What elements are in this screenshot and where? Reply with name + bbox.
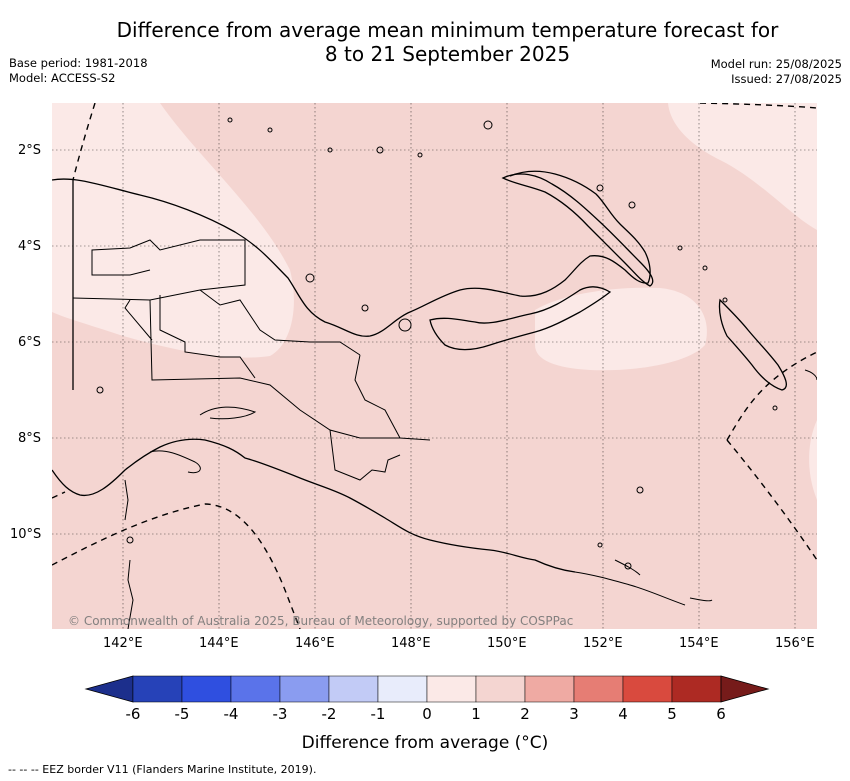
colorbar-segment [475,675,526,703]
colorbar-tick-label: 4 [618,705,628,723]
colorbar-tick-label: 0 [422,705,432,723]
map-plot-area [52,103,817,629]
anomaly-region-0-1-central [535,287,707,371]
colorbar-segment [573,675,624,703]
eez-border-northeast [699,103,817,109]
lon-label-150e: 150°E [487,636,527,651]
lon-label-144e: 144°E [199,636,239,651]
colorbar-tick-label: -2 [321,705,337,723]
title-line-2: 8 to 21 September 2025 [324,42,571,66]
issued-date: Issued: 27/08/2025 [731,72,842,86]
colorbar-tick-label: -6 [125,705,141,723]
colorbar-segment [279,675,330,703]
lat-label-6s: 6°S [18,335,42,350]
meta-left: Base period: 1981-2018 Model: ACCESS-S2 [9,56,148,86]
colorbar-tick-label: 2 [520,705,530,723]
colorbar-segment [426,675,477,703]
eez-borders [52,103,817,629]
graticule [52,103,817,629]
torres-strait-coast [124,479,134,629]
new-guinea-north-coast [52,170,651,337]
colorbar-tick-label: 1 [471,705,481,723]
colorbar-title: Difference from average (°C) [301,733,549,753]
anomaly-region-0-1-east [809,420,817,500]
eez-border-west [52,491,66,499]
eez-border-southwest [52,503,301,629]
anomaly-region-0-1-northeast [668,103,817,230]
eez-border-southeast [726,439,817,561]
base-period: Base period: 1981-2018 [9,56,148,70]
meta-right: Model run: 25/08/2025 Issued: 27/08/2025 [711,57,842,87]
new-guinea-south-coast [52,438,576,573]
copyright-notice: © Commonwealth of Australia 2025, Bureau… [68,614,574,628]
eez-border-north [72,103,96,181]
new-ireland-coast [501,173,654,287]
lat-label-8s: 8°S [18,431,42,446]
model-run: Model run: 25/08/2025 [710,57,842,71]
colorbar-tick-label: -5 [174,705,190,723]
lon-label-154e: 154°E [679,636,719,651]
lon-label-146e: 146°E [295,636,335,651]
colorbar-tick-label: 5 [667,705,677,723]
fly-delta-islands [149,406,257,474]
colorbar-extend-low [84,675,134,703]
png-eastern-coast [429,286,612,351]
new-britain-coast [718,298,788,391]
colorbar-tick-label: -3 [272,705,288,723]
lat-label-10s: 10°S [10,527,42,542]
colorbar [84,675,770,703]
colorbar-tick-label: -1 [370,705,386,723]
colorbar-segment [622,675,673,703]
colorbar-segment [132,675,183,703]
colorbar-tick-label: -4 [223,705,239,723]
map-title: Difference from average mean minimum tem… [60,18,835,66]
coastlines [52,170,817,629]
colorbar-segment [328,675,379,703]
colorbar-segment [181,675,232,703]
model-name: Model: ACCESS-S2 [9,71,116,85]
lat-label-2s: 2°S [18,143,42,158]
eez-border-east [726,351,817,441]
lon-label-148e: 148°E [391,636,431,651]
lon-label-156e: 156°E [775,636,815,651]
small-islands [96,117,778,570]
colorbar-segment [671,675,722,703]
lon-label-142e: 142°E [103,636,143,651]
colorbar-tick-label: 3 [569,705,579,723]
anomaly-region-0-1-west [52,103,294,358]
lon-label-152e: 152°E [583,636,623,651]
province-boundaries [72,239,431,481]
colorbar-tick-label: 6 [716,705,726,723]
colorbar-segment [524,675,575,703]
eez-footnote: -- -- -- EEZ border V11 (Flanders Marine… [8,763,317,776]
title-line-1: Difference from average mean minimum tem… [116,18,779,42]
bougainville-coast [804,369,817,381]
lat-label-4s: 4°S [18,239,42,254]
colorbar-extend-high [720,675,770,703]
louisiade-islands [574,559,713,606]
colorbar-segment [230,675,281,703]
colorbar-segment [377,675,428,703]
